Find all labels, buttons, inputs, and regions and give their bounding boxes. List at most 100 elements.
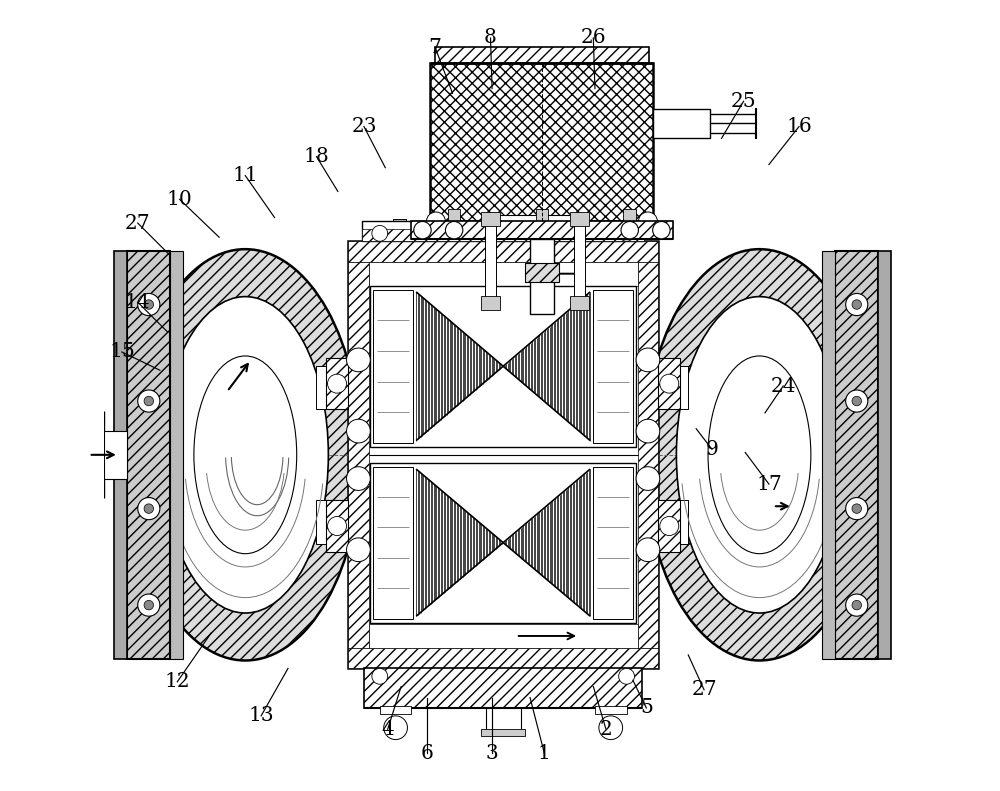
Bar xyxy=(570,212,589,226)
Bar xyxy=(362,229,644,241)
Bar xyxy=(658,500,688,544)
Circle shape xyxy=(638,212,657,231)
Circle shape xyxy=(846,390,868,412)
Bar xyxy=(370,286,636,447)
Circle shape xyxy=(347,538,370,562)
Bar xyxy=(486,708,521,732)
Bar xyxy=(481,212,500,226)
Text: 10: 10 xyxy=(167,190,193,209)
Text: 18: 18 xyxy=(304,147,329,166)
Bar xyxy=(448,209,460,221)
Bar xyxy=(530,239,554,314)
Text: 11: 11 xyxy=(232,166,258,185)
Circle shape xyxy=(852,300,861,309)
Bar xyxy=(373,467,413,619)
Circle shape xyxy=(636,538,660,562)
Text: 25: 25 xyxy=(731,92,756,111)
Bar xyxy=(412,221,672,237)
Bar xyxy=(104,431,127,479)
Bar xyxy=(373,290,413,443)
Bar xyxy=(348,648,658,668)
Ellipse shape xyxy=(644,249,875,660)
Bar xyxy=(593,467,633,619)
Circle shape xyxy=(846,594,868,616)
Ellipse shape xyxy=(162,297,328,613)
Text: 5: 5 xyxy=(640,698,653,717)
Text: 6: 6 xyxy=(421,744,434,763)
Text: 26: 26 xyxy=(581,28,606,47)
Circle shape xyxy=(144,300,154,309)
Text: 1: 1 xyxy=(538,744,551,763)
Circle shape xyxy=(619,225,634,241)
Bar xyxy=(316,500,348,544)
Text: 7: 7 xyxy=(429,38,442,57)
Bar xyxy=(348,241,658,668)
Bar xyxy=(481,729,525,736)
Bar xyxy=(430,63,653,221)
Circle shape xyxy=(328,517,347,536)
Bar xyxy=(536,209,548,221)
Circle shape xyxy=(414,221,431,239)
Bar xyxy=(653,109,710,138)
Bar xyxy=(369,262,638,286)
Circle shape xyxy=(426,212,445,231)
Circle shape xyxy=(636,467,660,490)
Bar xyxy=(435,47,649,63)
Circle shape xyxy=(852,600,861,610)
Bar xyxy=(574,223,585,306)
Circle shape xyxy=(347,467,370,490)
Bar xyxy=(623,209,636,221)
Bar xyxy=(597,668,616,683)
Ellipse shape xyxy=(708,356,811,554)
Bar xyxy=(170,251,183,659)
Bar xyxy=(835,251,878,659)
Bar xyxy=(114,251,127,659)
Bar xyxy=(370,463,636,623)
Bar xyxy=(393,219,406,227)
Bar xyxy=(127,251,170,659)
Bar xyxy=(485,223,496,306)
Bar xyxy=(878,251,891,659)
Bar xyxy=(326,358,348,409)
Bar xyxy=(380,706,411,714)
Circle shape xyxy=(846,293,868,316)
Bar xyxy=(390,227,409,241)
Text: 27: 27 xyxy=(125,214,151,233)
Bar xyxy=(362,221,644,241)
Circle shape xyxy=(138,594,160,616)
Bar xyxy=(593,290,633,443)
Circle shape xyxy=(347,348,370,372)
Bar xyxy=(597,227,616,241)
Text: 12: 12 xyxy=(164,672,190,691)
Text: 24: 24 xyxy=(770,377,796,396)
Text: 27: 27 xyxy=(691,680,717,699)
Bar xyxy=(638,262,658,648)
Circle shape xyxy=(653,221,670,239)
Circle shape xyxy=(144,396,154,406)
Text: 3: 3 xyxy=(486,744,498,763)
Circle shape xyxy=(660,374,679,393)
Circle shape xyxy=(372,225,388,241)
Bar xyxy=(570,296,589,310)
Circle shape xyxy=(384,716,407,740)
Circle shape xyxy=(852,504,861,513)
Circle shape xyxy=(445,221,463,239)
Bar xyxy=(822,251,835,659)
Circle shape xyxy=(144,504,154,513)
Bar xyxy=(316,365,348,410)
Bar xyxy=(525,263,559,282)
Text: 4: 4 xyxy=(381,720,394,739)
Bar xyxy=(348,262,369,648)
Bar xyxy=(481,296,500,310)
Text: 23: 23 xyxy=(351,117,377,136)
Circle shape xyxy=(599,716,623,740)
Text: 17: 17 xyxy=(756,475,782,494)
Bar xyxy=(595,706,627,714)
Bar xyxy=(658,358,680,409)
Circle shape xyxy=(347,419,370,443)
Ellipse shape xyxy=(194,356,297,554)
Bar xyxy=(658,500,680,551)
Circle shape xyxy=(138,390,160,412)
Text: 14: 14 xyxy=(125,293,151,312)
Ellipse shape xyxy=(130,249,361,660)
